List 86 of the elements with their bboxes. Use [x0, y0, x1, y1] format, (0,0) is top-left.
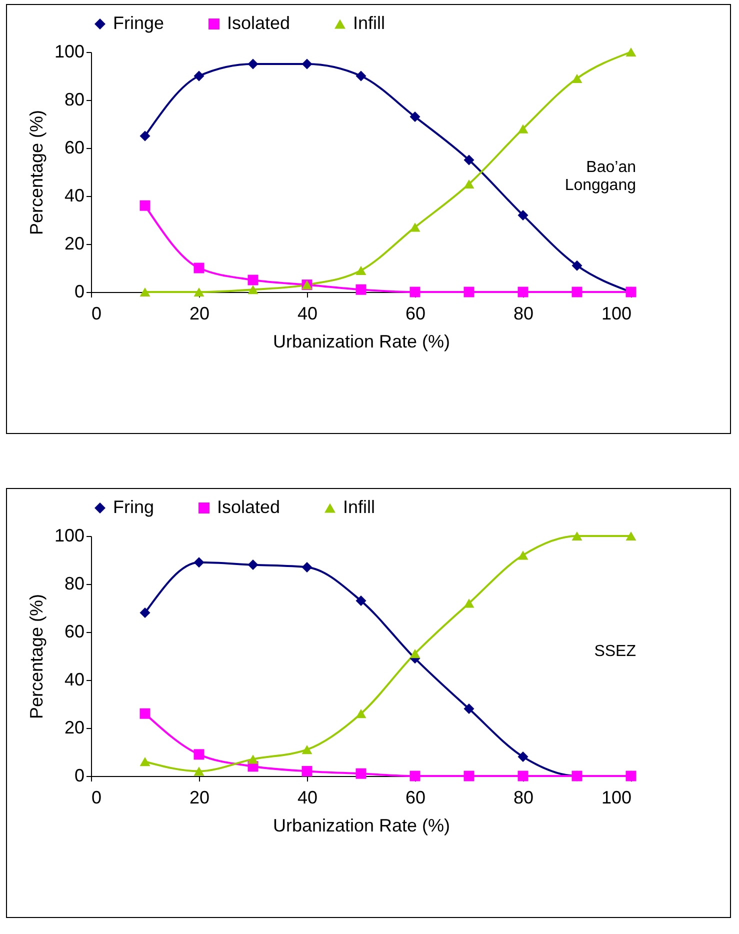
- point: [572, 74, 582, 83]
- point: [626, 531, 636, 541]
- point: [140, 757, 150, 766]
- point: [194, 70, 204, 82]
- legend-label: Infill: [343, 497, 376, 517]
- y-tick-label: 60: [64, 622, 84, 642]
- x-tick-label: 100: [601, 304, 632, 324]
- point: [572, 531, 582, 541]
- y-tick-label: 40: [64, 186, 84, 206]
- point: [194, 287, 204, 297]
- y-tick-label: 0: [74, 766, 84, 786]
- y-axis-title: Percentage (%): [26, 594, 46, 720]
- point: [248, 58, 258, 70]
- x-tick-label: 100: [601, 788, 632, 808]
- point: [248, 560, 258, 570]
- x-tick-label: 20: [189, 304, 210, 324]
- x-tick-label: 0: [92, 788, 102, 808]
- x-tick-label: 0: [92, 304, 102, 324]
- point: [464, 770, 474, 782]
- point: [356, 596, 366, 606]
- point: [410, 222, 420, 232]
- point: [356, 709, 366, 718]
- y-tick-label: 100: [54, 526, 84, 546]
- x-tick-label: 40: [297, 788, 318, 808]
- point: [248, 754, 258, 764]
- x-tick-label: 80: [513, 304, 534, 324]
- point: [464, 179, 474, 189]
- point: [356, 266, 366, 275]
- legend-label: Fring: [113, 497, 154, 517]
- point: [518, 124, 528, 134]
- point: [464, 598, 474, 608]
- point: [140, 708, 150, 719]
- x-tick-label: 80: [513, 788, 534, 808]
- point: [518, 550, 528, 560]
- point: [410, 286, 420, 298]
- point: [248, 285, 258, 294]
- point: [518, 770, 528, 782]
- point: [140, 130, 150, 142]
- y-tick-label: 100: [54, 42, 84, 62]
- legend-label: Infill: [353, 13, 386, 33]
- point: [464, 286, 474, 298]
- y-tick-label: 60: [64, 138, 84, 158]
- point: [626, 47, 636, 57]
- point: [140, 608, 150, 618]
- x-tick-label: 20: [189, 788, 210, 808]
- annotation: SSEZ: [594, 643, 636, 660]
- point: [194, 749, 204, 760]
- point: [140, 287, 150, 297]
- x-tick-label: 60: [405, 304, 426, 324]
- point: [302, 745, 312, 754]
- point: [302, 562, 312, 572]
- point: [356, 284, 366, 295]
- point: [572, 260, 582, 271]
- x-tick-label: 60: [405, 788, 426, 808]
- point: [302, 58, 312, 70]
- point: [194, 557, 204, 568]
- legend-label: Fringe: [113, 13, 164, 33]
- y-tick-label: 40: [64, 670, 84, 690]
- point: [410, 770, 420, 782]
- point: [572, 286, 582, 298]
- point: [518, 286, 528, 298]
- point: [518, 752, 528, 762]
- point: [140, 200, 150, 211]
- legend-label: Isolated: [217, 497, 280, 517]
- x-axis-title: Urbanization Rate (%): [272, 816, 450, 836]
- point: [464, 154, 474, 166]
- point: [194, 766, 204, 776]
- point: [356, 768, 366, 779]
- point: [410, 649, 420, 658]
- y-tick-label: 80: [64, 574, 84, 594]
- y-axis-title: Percentage (%): [26, 110, 46, 236]
- point: [248, 274, 258, 286]
- point: [410, 112, 420, 122]
- annotation: Bao’an Longgang: [564, 159, 636, 194]
- point: [302, 766, 312, 776]
- x-tick-label: 40: [297, 304, 318, 324]
- point: [464, 704, 474, 714]
- legend-label: Isolated: [227, 13, 290, 33]
- point: [356, 70, 366, 82]
- point: [518, 210, 528, 220]
- y-tick-label: 20: [64, 718, 84, 738]
- y-tick-label: 80: [64, 90, 84, 110]
- x-axis-title: Urbanization Rate (%): [272, 332, 450, 352]
- y-tick-label: 20: [64, 234, 84, 254]
- y-tick-label: 0: [74, 282, 84, 302]
- point: [194, 262, 204, 274]
